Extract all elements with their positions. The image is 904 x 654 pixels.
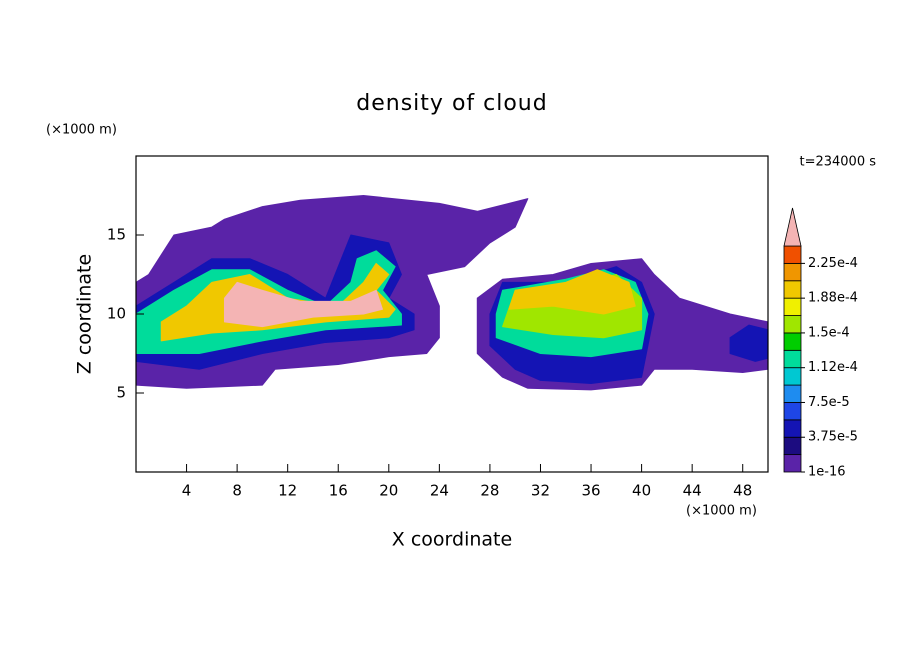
x-tick-label: 32 xyxy=(531,482,550,500)
x-tick-label: 36 xyxy=(581,482,600,500)
colorbar-tick-label: 1.5e-4 xyxy=(808,325,850,340)
contour-field xyxy=(136,195,768,391)
time-annotation: t=234000 s xyxy=(799,155,876,170)
colorbar-tick-label: 2.25e-4 xyxy=(808,256,858,271)
colorbar-tick-label: 1.88e-4 xyxy=(808,291,858,306)
x-tick-label: 20 xyxy=(379,482,398,500)
colorbar-band xyxy=(783,297,802,316)
y-axis-label: Z coordinate xyxy=(74,254,96,374)
colorbar-tick-label: 1e-16 xyxy=(808,465,846,480)
colorbar-band xyxy=(783,245,802,264)
colorbar-band xyxy=(783,315,802,334)
contour-region xyxy=(223,281,383,328)
colorbar-band xyxy=(783,262,802,282)
colorbar-band xyxy=(783,384,802,403)
x-tick-label: 40 xyxy=(632,482,651,500)
colorbar-extend xyxy=(783,207,802,247)
colorbar-band xyxy=(783,280,802,299)
x-tick-label: 4 xyxy=(182,482,192,500)
colorbar-band xyxy=(783,436,802,456)
x-tick-label: 16 xyxy=(329,482,348,500)
colorbar-tick-label: 3.75e-5 xyxy=(808,430,858,445)
chart-title: density of cloud xyxy=(356,91,547,116)
colorbar-tick-label: 7.5e-5 xyxy=(808,395,850,410)
contour-region xyxy=(729,324,768,362)
y-tick-label: 10 xyxy=(107,305,126,323)
x-tick-label: 12 xyxy=(278,482,297,500)
y-tick-label: 15 xyxy=(107,226,126,244)
x-tick-label: 28 xyxy=(480,482,499,500)
contour-region xyxy=(508,269,636,315)
x-tick-label: 24 xyxy=(430,482,449,500)
x-unit: (×1000 m) xyxy=(686,504,757,519)
colorbar-tick-label: 1.12e-4 xyxy=(808,360,858,375)
colorbar-band xyxy=(783,367,802,386)
y-tick-label: 5 xyxy=(116,384,126,402)
colorbar-band xyxy=(783,402,802,421)
colorbar-band xyxy=(783,349,802,369)
x-axis-label: X coordinate xyxy=(392,529,512,551)
colorbar-band xyxy=(783,419,802,438)
y-unit: (×1000 m) xyxy=(46,123,117,138)
x-tick-label: 48 xyxy=(733,482,752,500)
colorbar-band xyxy=(783,454,802,473)
colorbar-band xyxy=(783,332,802,351)
x-tick-label: 8 xyxy=(232,482,242,500)
x-tick-label: 44 xyxy=(683,482,702,500)
